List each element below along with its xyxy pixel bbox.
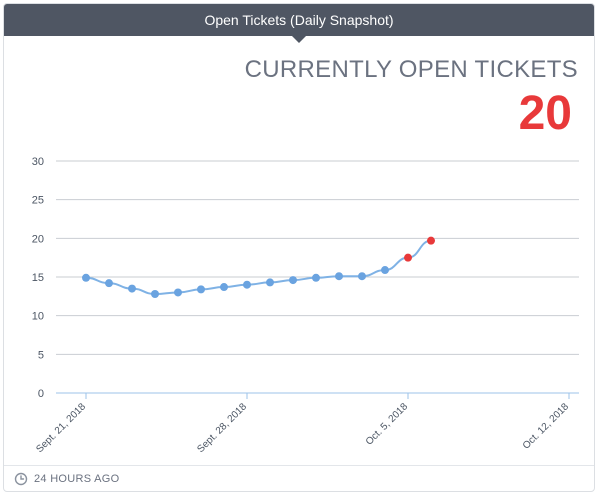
data-point	[151, 290, 159, 299]
data-point	[335, 272, 343, 281]
y-tick-label: 30	[32, 156, 44, 168]
y-tick-label: 25	[32, 195, 44, 207]
y-tick-label: 20	[32, 233, 44, 245]
y-tick-label: 0	[38, 388, 44, 400]
data-point	[105, 279, 113, 288]
data-point	[312, 273, 320, 282]
y-tick-label: 5	[38, 349, 44, 361]
last-updated-text: 24 HOURS AGO	[34, 472, 120, 485]
data-point	[266, 278, 274, 287]
kpi-label: CURRENTLY OPEN TICKETS	[244, 56, 578, 83]
series-line	[85, 239, 432, 296]
x-tick-label: Sept. 21, 2018	[34, 401, 88, 455]
data-point	[197, 285, 205, 294]
widget-title: Open Tickets (Daily Snapshot)	[204, 12, 394, 28]
data-point-highlight	[427, 236, 435, 245]
clock-icon	[14, 472, 28, 485]
data-point	[289, 276, 297, 285]
x-tick-label: Sept. 28, 2018	[195, 401, 249, 455]
y-tick-label: 15	[32, 272, 44, 284]
data-point	[243, 280, 251, 289]
data-point-highlight	[404, 253, 412, 262]
x-tick-label: Oct. 12, 2018	[521, 401, 572, 452]
kpi-value: 20	[518, 87, 572, 140]
header-caret	[292, 36, 306, 43]
open-tickets-widget: Open Tickets (Daily Snapshot) CURRENTLY …	[3, 3, 595, 492]
data-point	[174, 288, 182, 297]
data-point	[82, 273, 90, 282]
data-point	[358, 272, 366, 281]
data-point	[220, 283, 228, 292]
widget-header: Open Tickets (Daily Snapshot)	[4, 4, 594, 36]
y-tick-label: 10	[32, 311, 44, 323]
data-point	[381, 266, 389, 275]
data-point	[128, 284, 136, 293]
widget-footer: 24 HOURS AGO	[4, 465, 594, 491]
x-tick-label: Oct. 5, 2018	[364, 401, 411, 448]
open-tickets-line-chart: 0 5 10 15 20 25 30 Sept. 21, 2018 Sept. 28, 2018…	[32, 156, 579, 455]
